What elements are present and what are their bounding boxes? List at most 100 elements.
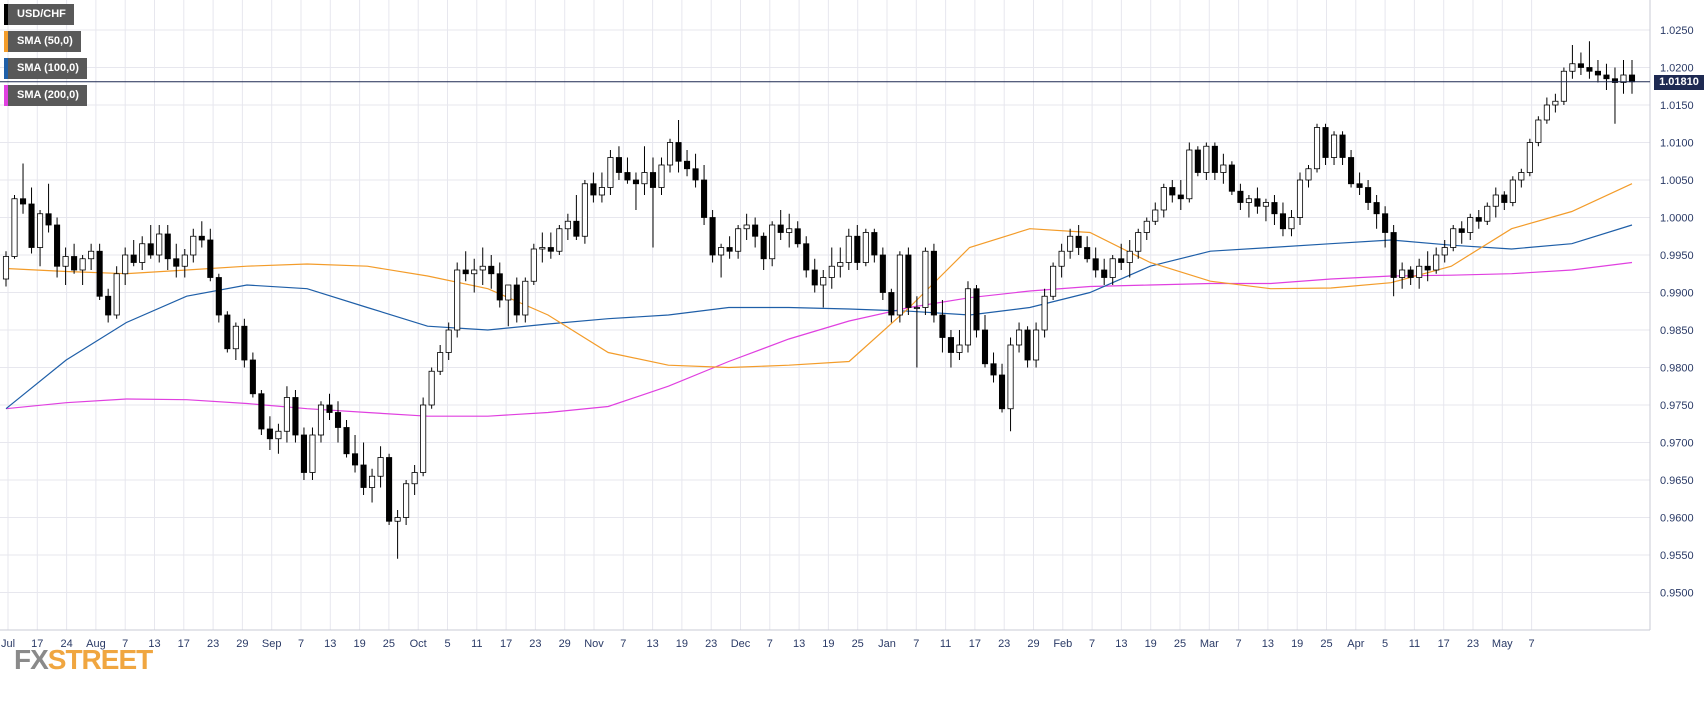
candle: [1441, 240, 1448, 263]
candle-body-down: [709, 217, 716, 256]
legend-item-usdchf[interactable]: USD/CHF: [4, 4, 74, 25]
candle: [913, 296, 920, 368]
candle: [1033, 322, 1040, 368]
candle: [454, 262, 461, 338]
candle: [241, 318, 248, 368]
candle-body-up: [232, 325, 239, 350]
candle-body-down: [462, 269, 469, 275]
candle-body-up: [37, 213, 44, 248]
candle-body-up: [1441, 247, 1448, 256]
candle-body-up: [317, 404, 325, 436]
candle-body-down: [1356, 183, 1363, 188]
y-tick-label: 0.9950: [1660, 250, 1694, 262]
x-tick-label: 25: [1320, 638, 1332, 650]
candle-body-up: [1305, 168, 1312, 181]
x-tick-label: 7: [1089, 638, 1095, 650]
candle-body-up: [913, 307, 920, 309]
candle-body-up: [1518, 172, 1525, 181]
candle-body-up: [1416, 265, 1423, 278]
candle-body-down: [1603, 74, 1610, 80]
candle-body-down: [215, 277, 222, 316]
candle: [871, 228, 878, 263]
candle-body-up: [1484, 205, 1491, 222]
candle-body-down: [1177, 194, 1184, 200]
candle-body-up: [581, 183, 588, 237]
x-tick-label: 19: [676, 638, 688, 650]
candle: [105, 288, 112, 323]
legend-item-sma-200[interactable]: SMA (200,0): [4, 85, 87, 106]
candle: [692, 153, 699, 188]
x-tick-label: 29: [236, 638, 248, 650]
candle: [1399, 262, 1406, 289]
candle: [1526, 138, 1533, 177]
candle: [258, 390, 265, 435]
candle: [1211, 142, 1218, 180]
x-tick-label: 17: [1438, 638, 1450, 650]
candle-body-up: [769, 224, 776, 260]
candle-body-down: [615, 157, 622, 173]
candle: [445, 322, 452, 360]
candle: [1365, 180, 1372, 210]
candle: [1313, 123, 1321, 173]
candle: [760, 232, 767, 270]
legend-item-sma-100[interactable]: SMA (100,0): [4, 58, 87, 79]
candle: [88, 243, 95, 270]
candle-body-down: [164, 233, 171, 260]
candle: [939, 300, 946, 353]
x-tick-label: 13: [148, 638, 160, 650]
candle: [573, 195, 580, 240]
candle-body-up: [1058, 250, 1065, 267]
x-tick-label: Aug: [86, 638, 106, 650]
legend-label: SMA (50,0): [17, 35, 73, 47]
candle: [998, 363, 1006, 413]
candle-body-down: [632, 179, 640, 185]
x-tick-label: 19: [1145, 638, 1157, 650]
grid-lines: [0, 0, 1650, 630]
sma-200-layer: [5, 261, 1633, 417]
candle: [1160, 183, 1167, 218]
x-tick-label: 7: [298, 638, 304, 650]
candle: [488, 255, 495, 289]
legend-swatch-sma-50: [4, 31, 8, 52]
candle: [1092, 247, 1099, 278]
candle-body-down: [675, 142, 682, 162]
candle: [122, 247, 129, 285]
candle: [1433, 247, 1440, 274]
candle-body-down: [300, 434, 307, 473]
candle-body-up: [437, 352, 444, 372]
legend-item-sma-50[interactable]: SMA (50,0): [4, 31, 81, 52]
x-tick-label: 23: [1467, 638, 1479, 650]
candle: [752, 217, 759, 248]
candle: [1560, 67, 1567, 105]
candle-body-down: [147, 243, 154, 256]
candle-body-down: [1348, 157, 1355, 185]
candle: [947, 330, 954, 368]
candle: [403, 480, 410, 525]
candle-body-up: [190, 235, 197, 256]
candle: [28, 187, 35, 254]
x-tick-label: 13: [793, 638, 805, 650]
candle: [1552, 93, 1559, 113]
legend: USD/CHF SMA (50,0) SMA (100,0) SMA (200,…: [4, 4, 87, 112]
x-tick-label: 24: [60, 638, 72, 650]
candle-body-down: [45, 213, 52, 226]
candle: [471, 258, 478, 293]
candles-layer: [2, 41, 1636, 559]
candle: [1492, 187, 1499, 218]
candle-body-down: [1365, 187, 1372, 203]
y-tick-label: 0.9850: [1660, 325, 1694, 337]
x-tick-label: 11: [471, 638, 482, 650]
candle: [164, 225, 171, 270]
candle-body-down: [947, 337, 954, 353]
candle-body-up: [598, 187, 605, 196]
candle: [377, 446, 384, 488]
candle: [317, 401, 325, 443]
candle-body-up: [479, 265, 486, 271]
candle: [386, 453, 393, 525]
candle: [879, 247, 886, 300]
candle: [45, 183, 52, 233]
candle-body-down: [488, 265, 495, 275]
candle: [837, 247, 844, 278]
candle-body-up: [1509, 179, 1516, 203]
candle-body-down: [590, 183, 597, 196]
